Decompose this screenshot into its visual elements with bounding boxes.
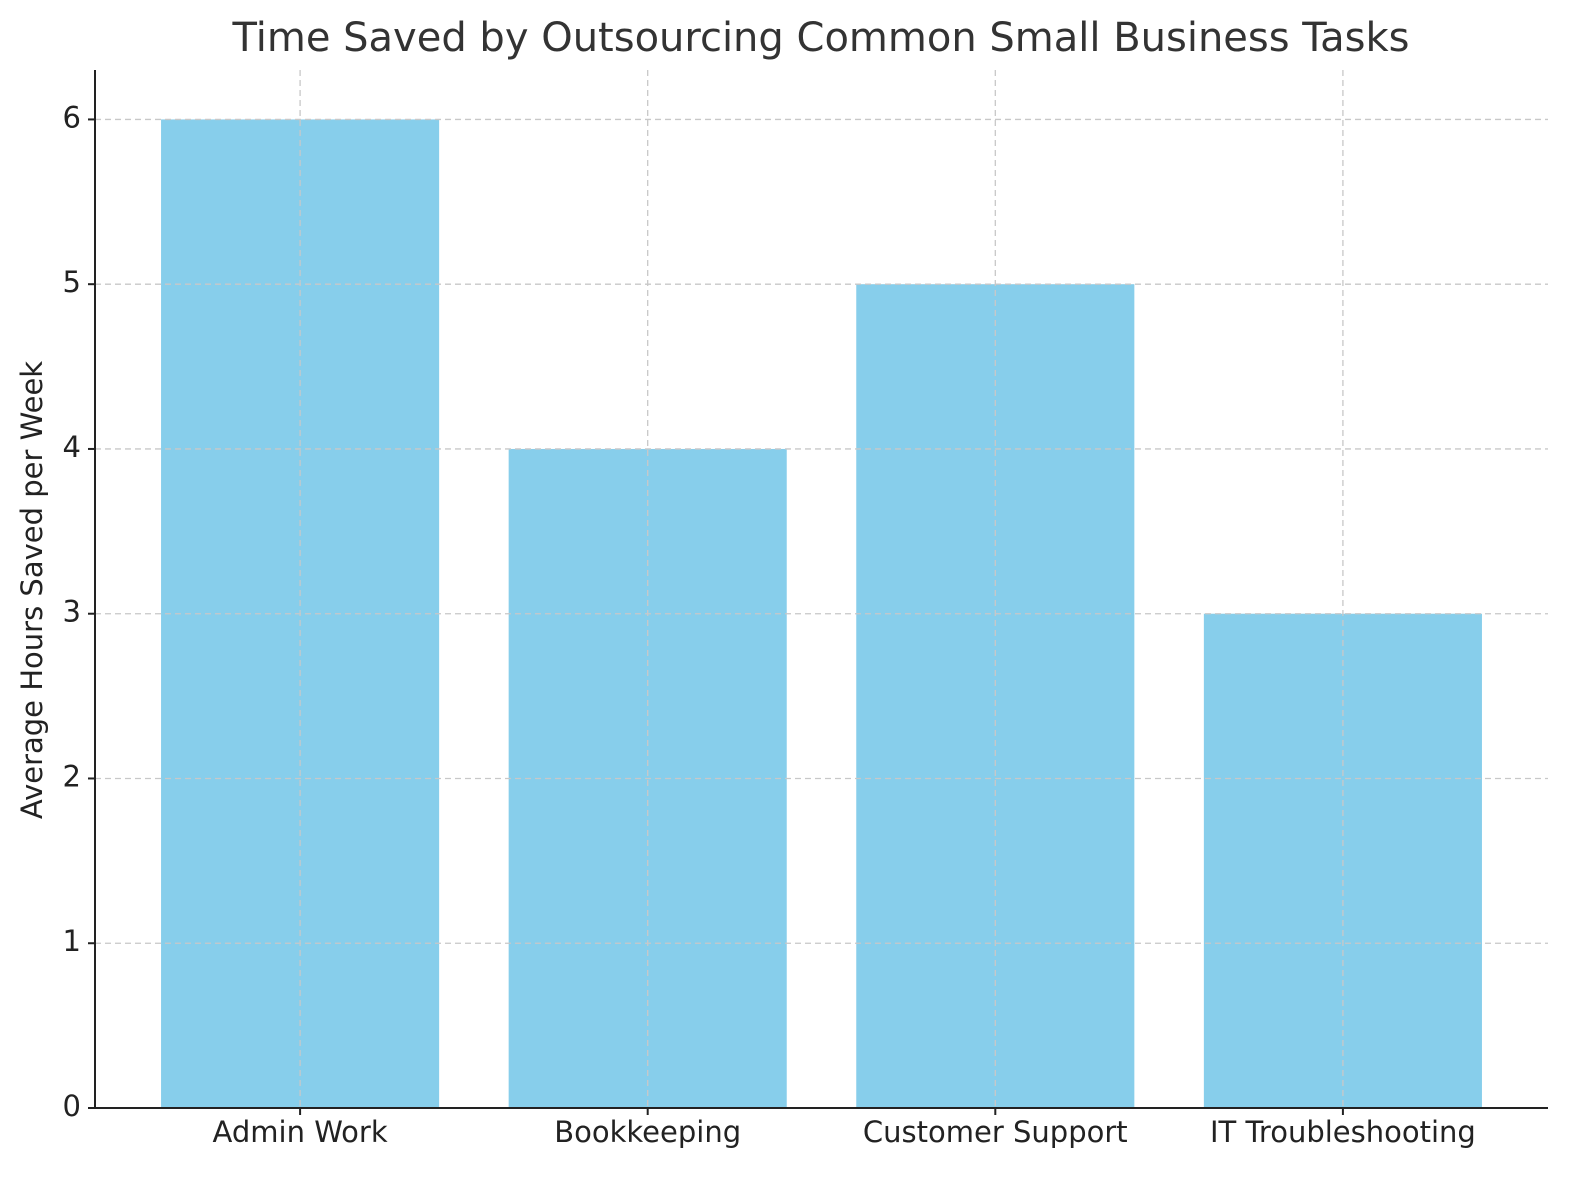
- y-tick-label: 6: [63, 100, 81, 134]
- x-tick-label: IT Troubleshooting: [1210, 1115, 1476, 1149]
- y-tick-label: 3: [63, 595, 81, 629]
- y-tick-label: 4: [63, 430, 81, 464]
- x-tick-label: Bookkeeping: [554, 1115, 741, 1149]
- y-tick-label: 1: [63, 924, 81, 958]
- y-tick-label: 2: [63, 759, 81, 793]
- x-tick-label: Customer Support: [863, 1115, 1128, 1149]
- chart-title: Time Saved by Outsourcing Common Small B…: [232, 15, 1410, 61]
- y-tick-label: 5: [63, 265, 81, 299]
- y-tick-label: 0: [63, 1089, 81, 1123]
- x-tick-label: Admin Work: [213, 1115, 388, 1149]
- y-axis-label: Average Hours Saved per Week: [15, 361, 49, 819]
